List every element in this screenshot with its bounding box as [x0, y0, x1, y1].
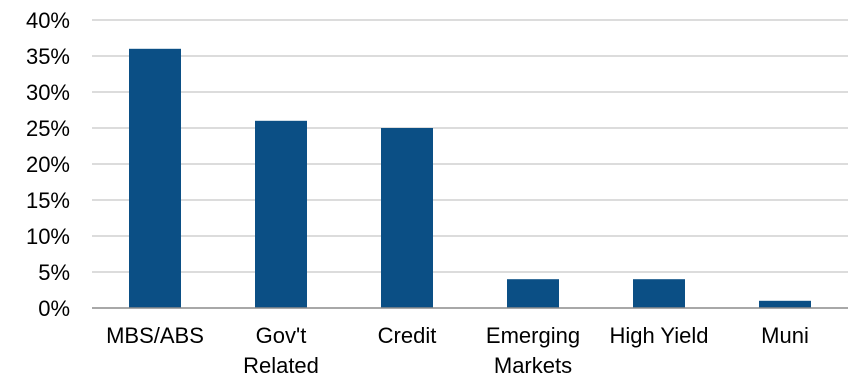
y-tick-labels: 0% 5% 10% 15% 20% 25% 30% 35% 40%	[26, 8, 70, 321]
y-tick-label: 30%	[26, 80, 70, 105]
bar	[255, 120, 307, 308]
category-label: Emerging Markets	[486, 323, 580, 378]
bar	[381, 128, 433, 308]
category-label: Credit	[378, 323, 437, 348]
category-label: Gov't Related	[243, 323, 319, 378]
bar	[633, 279, 685, 308]
y-tick-label: 20%	[26, 152, 70, 177]
bar	[129, 48, 181, 309]
y-tick-label: 0%	[38, 296, 70, 321]
y-tick-label: 40%	[26, 8, 70, 33]
bar	[759, 300, 811, 308]
category-label: Muni	[761, 323, 809, 348]
gridlines	[92, 19, 848, 273]
bar	[507, 279, 559, 308]
y-tick-label: 10%	[26, 224, 70, 249]
category-label: MBS/ABS	[106, 323, 204, 348]
y-tick-label: 35%	[26, 44, 70, 69]
y-tick-label: 5%	[38, 260, 70, 285]
category-labels: MBS/ABS Gov't Related Credit Emerging Markets…	[106, 323, 809, 378]
bars	[129, 48, 811, 309]
y-tick-label: 15%	[26, 188, 70, 213]
category-label: High Yield	[609, 323, 708, 348]
y-tick-label: 25%	[26, 116, 70, 141]
